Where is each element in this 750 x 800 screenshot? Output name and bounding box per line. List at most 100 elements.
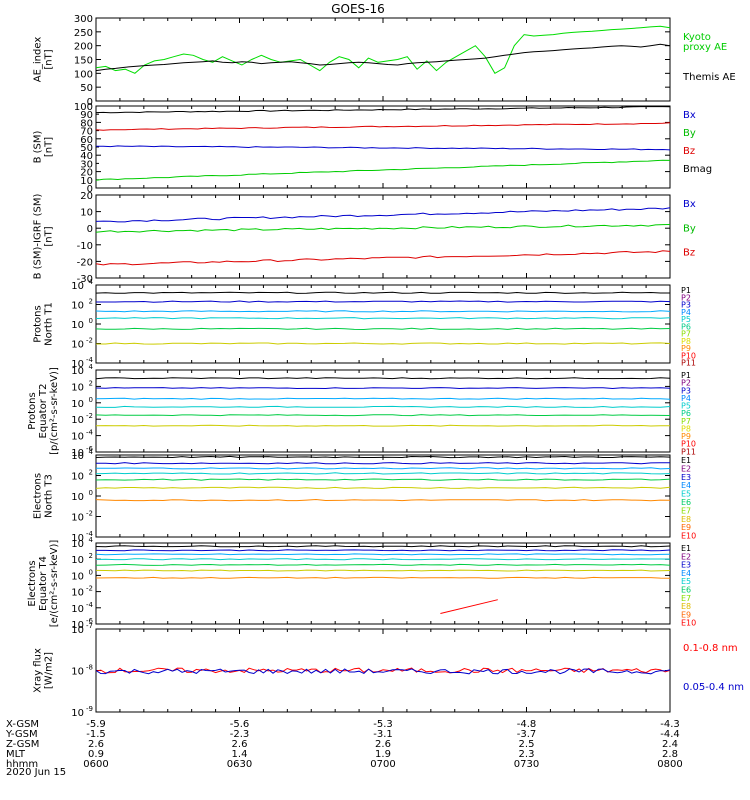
legend-entry: P4 — [681, 308, 691, 317]
y-tick-exponent: -2 — [86, 510, 93, 518]
legend-entry: Bmag — [683, 164, 712, 175]
y-axis-label: [e/(cm²-s-sr-keV)] — [49, 540, 60, 628]
y-tick-label: 60 — [80, 135, 93, 146]
legend-entry: E1 — [681, 544, 691, 553]
y-tick-exponent: 0 — [89, 568, 93, 576]
ephemeris-value: 2.5 — [519, 739, 535, 750]
y-axis-label: North T3 — [44, 474, 55, 518]
flux-line — [96, 549, 671, 552]
series-line — [95, 145, 671, 151]
y-tick-label: 90 — [80, 110, 93, 121]
y-tick-label: 10 — [71, 451, 84, 462]
ephemeris-value: 0730 — [514, 759, 539, 770]
y-axis-label: [nT] — [44, 49, 55, 69]
legend-entry: P11 — [681, 447, 696, 456]
flux-line — [95, 478, 671, 481]
panel-frame — [95, 628, 671, 713]
y-axis-label: [p/(cm²-s-sr-keV)] — [49, 367, 60, 455]
y-tick-exponent: 2 — [89, 379, 93, 387]
y-axis-label: [nT] — [44, 226, 55, 246]
y-tick-exponent: -2 — [86, 337, 93, 345]
y-tick-exponent: 4 — [89, 536, 94, 544]
legend-entry: E10 — [681, 619, 696, 628]
flux-line — [95, 405, 671, 408]
ephemeris-value: 0800 — [657, 759, 682, 770]
y-tick-exponent: -6 — [86, 617, 94, 625]
ephemeris-value: -4.8 — [517, 719, 537, 730]
legend-entry: By — [683, 223, 696, 234]
y-tick-label: 10 — [71, 301, 84, 312]
chart-panel-7: Electrons Equator T4 [e/(cm²-s-sr-keV)] 10-… — [27, 536, 696, 631]
y-axis-label: AE_index — [33, 37, 44, 83]
y-axis-label: Electrons — [27, 560, 38, 606]
ephemeris-value: 0600 — [83, 759, 108, 770]
y-tick-label: 10 — [71, 382, 84, 393]
legend-entry: P11 — [681, 359, 696, 368]
y-axis-label: B (SM)-IGRF (SM) — [33, 194, 44, 280]
chart-panel-5: Protons Equator T2 [p/(cm²-s-sr-keV)] 10 -61… — [27, 363, 696, 459]
series-line — [95, 668, 671, 675]
legend-entry: P3 — [681, 386, 691, 395]
ephemeris-value: -4.4 — [660, 729, 680, 740]
y-tick-exponent: 2 — [89, 469, 93, 477]
y-tick-label: 10 — [71, 667, 84, 678]
y-tick-exponent: -9 — [86, 705, 93, 713]
y-tick-label: 10 — [71, 533, 84, 544]
y-tick-exponent: 4 — [89, 363, 94, 371]
series-line — [95, 207, 671, 223]
y-tick-label: 10 — [71, 399, 84, 410]
y-tick-label: 10 — [80, 176, 93, 187]
y-tick-label: 10 — [71, 620, 84, 631]
flux-segment — [440, 599, 498, 614]
legend-entry: E7 — [681, 506, 691, 515]
legend-entry: E2 — [681, 464, 691, 473]
ephemeris-value: -4.3 — [660, 719, 680, 730]
y-tick-label: 50 — [80, 83, 93, 94]
y-tick-exponent: 2 — [89, 552, 93, 560]
series-line — [95, 159, 671, 181]
flux-line — [95, 498, 671, 502]
flux-line — [95, 558, 671, 561]
legend-entry: P6 — [681, 322, 691, 331]
legend-entry: P8 — [681, 424, 691, 433]
legend-entry: E6 — [681, 586, 691, 595]
flux-line — [96, 462, 670, 465]
legend-entry: E10 — [681, 532, 696, 541]
y-tick-label: -20 — [77, 257, 93, 268]
y-tick-label: 20 — [80, 191, 93, 202]
flux-line — [95, 387, 671, 390]
flux-line — [95, 317, 671, 320]
series-line — [95, 224, 671, 233]
y-axis-label: [W/m2] — [44, 652, 55, 689]
y-axis-label: Equator T2 — [38, 384, 49, 439]
y-tick-label: 200 — [74, 42, 93, 53]
y-tick-exponent: -7 — [86, 622, 93, 630]
ephemeris-value: 1.9 — [375, 749, 391, 760]
y-tick-label: 10 — [71, 708, 84, 719]
date-label: 2020 Jun 15 — [6, 767, 66, 778]
y-tick-exponent: 0 — [89, 317, 93, 325]
y-tick-exponent: -4 — [86, 601, 94, 609]
legend-entry: Themis AE — [682, 72, 736, 83]
ephemeris-value: 2.6 — [88, 739, 104, 750]
y-tick-label: 100 — [74, 69, 93, 80]
panel-frame — [95, 194, 671, 279]
legend-entry: P2 — [681, 293, 691, 302]
flux-line — [96, 300, 671, 303]
y-tick-label: 40 — [80, 151, 93, 162]
flux-line — [95, 377, 671, 380]
panel-frame — [95, 369, 671, 453]
y-tick-exponent: 2 — [89, 298, 93, 306]
y-tick-label: 10 — [71, 320, 84, 331]
chart-panel-1: AE_index [nT] 0 50 100 150 200 250 300 Kyotoproxy… — [33, 14, 736, 108]
flux-line — [95, 424, 671, 427]
y-tick-label: 10 — [71, 539, 84, 550]
legend-entry: E8 — [681, 515, 691, 524]
flux-line — [95, 486, 671, 489]
panel-frame — [95, 454, 671, 538]
y-tick-label: 300 — [74, 14, 93, 25]
ephemeris-value: -3.7 — [517, 729, 537, 740]
legend-entry: P2 — [681, 379, 691, 388]
y-tick-label: 250 — [74, 28, 93, 39]
